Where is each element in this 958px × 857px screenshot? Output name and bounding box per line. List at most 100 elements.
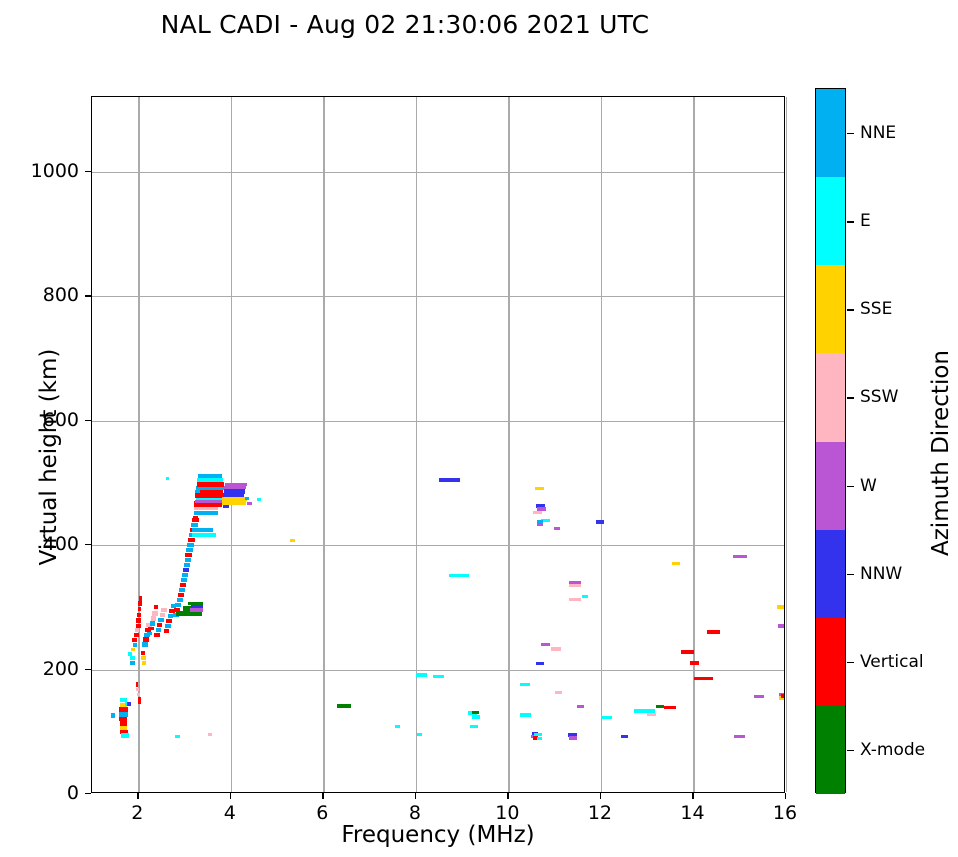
gridline-vertical bbox=[693, 97, 695, 792]
echo-mark bbox=[175, 602, 182, 607]
colorbar-segment-x-mode bbox=[816, 705, 845, 794]
echo-mark bbox=[535, 486, 545, 490]
echo-mark bbox=[596, 520, 604, 524]
echo-mark bbox=[581, 594, 588, 598]
echo-mark bbox=[119, 717, 128, 722]
echo-mark bbox=[141, 656, 146, 661]
echo-mark bbox=[224, 489, 245, 494]
colorbar-tick bbox=[847, 309, 854, 311]
colorbar-tick bbox=[847, 749, 854, 752]
colorbar-tick-label: W bbox=[860, 475, 877, 496]
echo-mark bbox=[159, 612, 166, 617]
echo-mark bbox=[656, 705, 664, 709]
echo-mark bbox=[187, 542, 194, 548]
y-axis-ticks: 0 200 400 600 800 1000 bbox=[31, 96, 92, 804]
echo-mark bbox=[337, 704, 352, 709]
echo-mark bbox=[111, 712, 115, 719]
echo-mark bbox=[694, 676, 706, 680]
echo-mark bbox=[191, 604, 204, 608]
y-tick-label: 400 bbox=[42, 533, 79, 556]
echo-mark bbox=[127, 701, 132, 706]
echo-mark bbox=[137, 696, 142, 701]
gridline-horizontal bbox=[92, 171, 784, 173]
echo-mark bbox=[188, 601, 204, 606]
echo-mark bbox=[534, 733, 542, 737]
echo-mark bbox=[142, 637, 150, 642]
echo-mark bbox=[166, 476, 169, 481]
echo-mark bbox=[130, 647, 136, 652]
echo-mark bbox=[621, 734, 628, 738]
echo-mark bbox=[520, 713, 531, 717]
colorbar-tick bbox=[847, 573, 854, 576]
echo-mark bbox=[394, 725, 401, 729]
x-tick-label: 10 bbox=[495, 802, 520, 824]
echo-mark bbox=[432, 674, 444, 679]
echo-mark bbox=[129, 656, 136, 661]
ionogram-plot-area bbox=[91, 96, 788, 793]
echo-mark bbox=[158, 617, 164, 622]
x-tick-label: 6 bbox=[316, 802, 329, 824]
gridline-vertical bbox=[508, 97, 510, 792]
x-tick bbox=[507, 793, 509, 799]
echo-mark bbox=[156, 622, 163, 627]
x-tick-label: 4 bbox=[223, 802, 236, 824]
echo-mark bbox=[449, 574, 469, 578]
echo-mark bbox=[193, 501, 222, 507]
echo-mark bbox=[119, 697, 128, 703]
gridline-horizontal bbox=[92, 545, 784, 547]
echo-mark bbox=[198, 474, 223, 478]
echo-mark bbox=[192, 528, 214, 532]
y-tick bbox=[85, 419, 91, 421]
echo-mark bbox=[778, 696, 784, 700]
echo-mark bbox=[550, 647, 562, 651]
echo-mark bbox=[568, 580, 581, 584]
echo-mark bbox=[536, 661, 545, 665]
echo-mark bbox=[680, 649, 695, 655]
echo-mark bbox=[222, 497, 247, 501]
echo-mark bbox=[193, 510, 218, 515]
echo-mark bbox=[183, 567, 190, 573]
echo-mark bbox=[191, 518, 199, 523]
echo-mark bbox=[163, 629, 170, 633]
echo-mark bbox=[777, 624, 784, 628]
echo-mark bbox=[540, 643, 551, 647]
echo-mark bbox=[137, 606, 142, 612]
echo-mark bbox=[568, 736, 577, 740]
echo-mark bbox=[246, 501, 253, 505]
gridline-vertical bbox=[600, 97, 603, 792]
echo-mark bbox=[134, 628, 140, 633]
echo-mark bbox=[149, 621, 156, 626]
echo-mark bbox=[155, 627, 162, 632]
x-tick bbox=[229, 793, 232, 799]
x-tick bbox=[137, 793, 139, 799]
echo-mark bbox=[154, 632, 160, 637]
gridline-vertical bbox=[323, 97, 325, 792]
echo-mark bbox=[136, 692, 141, 697]
echo-mark bbox=[137, 700, 142, 705]
echo-mark bbox=[533, 736, 538, 740]
echo-mark bbox=[663, 705, 676, 709]
echo-mark bbox=[191, 522, 198, 528]
echo-mark bbox=[118, 711, 128, 717]
y-tick-label: 1000 bbox=[30, 159, 79, 182]
echo-mark bbox=[194, 506, 219, 511]
echo-mark bbox=[192, 533, 216, 537]
plot-gridlines bbox=[92, 97, 788, 792]
echo-mark bbox=[148, 626, 154, 631]
echo-mark bbox=[753, 695, 764, 699]
colorbar-tick bbox=[847, 485, 854, 487]
echo-mark bbox=[290, 538, 295, 542]
echo-mark bbox=[225, 482, 247, 486]
echo-mark bbox=[165, 623, 171, 629]
echo-mark bbox=[174, 607, 181, 612]
echo-mark bbox=[224, 486, 246, 490]
echo-mark bbox=[136, 618, 142, 623]
echo-mark bbox=[223, 504, 229, 509]
echo-mark bbox=[140, 651, 146, 656]
echo-mark bbox=[119, 702, 128, 708]
x-tick bbox=[414, 793, 417, 799]
echo-mark bbox=[194, 490, 224, 498]
echo-mark bbox=[175, 735, 180, 739]
echo-mark bbox=[146, 631, 153, 636]
echo-mark bbox=[138, 596, 143, 601]
